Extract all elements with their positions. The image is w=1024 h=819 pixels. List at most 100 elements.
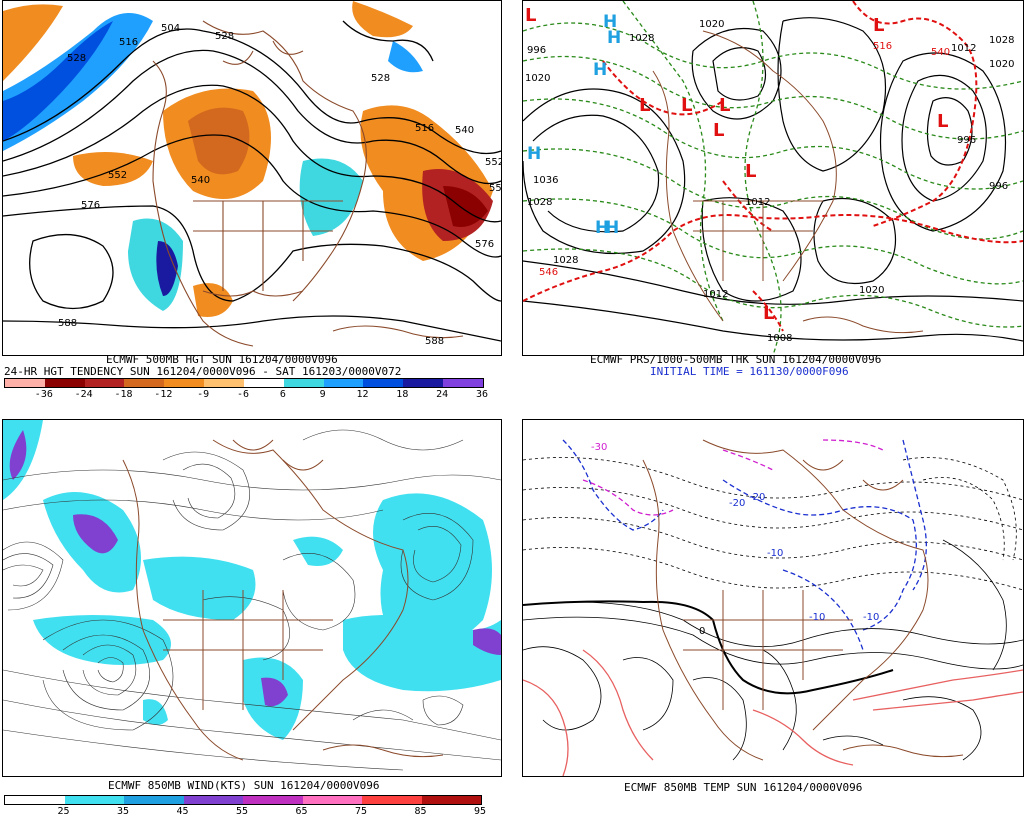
colorbar-swatch: [64, 796, 124, 804]
contour-label: 0: [699, 626, 705, 637]
panel-2-caption-line2: INITIAL TIME = 161130/0000F096: [650, 365, 849, 378]
wind-speed-area: [9, 430, 27, 480]
map-500mb-height: 504 516 528 528 540 552 576 588 516 540 …: [3, 1, 501, 347]
colorbar-swatch: [421, 796, 481, 804]
contour-label: 552: [108, 170, 127, 181]
contour-label: 1012: [745, 197, 770, 208]
contour-label: 576: [475, 239, 494, 250]
wind-speed-area: [143, 699, 168, 725]
contour-label: 1012: [951, 43, 976, 54]
high-pressure-marker: H: [605, 218, 619, 238]
contour-label: 540: [455, 125, 474, 136]
contour-label: 55: [489, 183, 501, 194]
contour-label: 552: [485, 157, 501, 168]
contour-label: -30: [591, 442, 607, 453]
contour-label: -10: [809, 612, 825, 623]
map-850mb-wind: [3, 420, 501, 771]
contour-label: 516: [873, 41, 892, 52]
colorbar-tick-label: 24: [436, 389, 449, 400]
panel-3-caption-line1: ECMWF 850MB WIND(KTS) SUN 161204/0000V09…: [108, 779, 380, 792]
colorbar-swatch: [84, 379, 125, 387]
contour-label: 528: [371, 73, 390, 84]
low-pressure-marker: L: [937, 111, 948, 132]
high-pressure-marker: H: [603, 12, 617, 32]
wind-speed-area: [293, 536, 343, 566]
wind-speed-shading: [3, 420, 501, 740]
panel-1-caption-line1: ECMWF 500MB HGT SUN 161204/0000V096: [106, 353, 338, 366]
tendency-negative-area: [352, 1, 413, 38]
colorbar-tick-label: 55: [235, 806, 249, 817]
low-pressure-marker: L: [763, 303, 774, 324]
contour-label: 588: [58, 318, 77, 329]
isobar-labels: 1020 1028 1036 1028 1028 1012 996 1020 1…: [525, 19, 1014, 344]
colorbar-swatch: [243, 379, 284, 387]
panel-850mb-temp: -30 -20 -20 -10 -10 -10 0: [522, 419, 1024, 777]
tendency-colorbar-ticks: -36 -24 -18 -12 -9 -6 6 9 12 18 24 36: [4, 389, 488, 401]
tendency-negative-area: [193, 283, 233, 317]
colorbar-tick-label: 18: [396, 389, 409, 400]
colorbar-swatch: [362, 796, 422, 804]
map-850mb-temp: -30 -20 -20 -10 -10 -10 0: [523, 439, 1023, 776]
coastlines-borders: [122, 439, 444, 761]
colorbar-tick-label: 95: [473, 806, 487, 817]
colorbar-tick-label: -9: [197, 389, 210, 400]
tendency-positive-area: [3, 13, 153, 151]
tendency-colorbar: [4, 378, 484, 388]
colorbar-swatch: [164, 379, 205, 387]
low-pressure-marker: L: [525, 5, 536, 26]
colorbar-swatch: [5, 379, 45, 387]
panel-500mb-height: 504 516 528 528 540 552 576 588 516 540 …: [2, 0, 502, 356]
low-pressure-marker: L: [745, 161, 756, 182]
high-pressure-marker: H: [607, 28, 621, 48]
colorbar-tick-label: -12: [154, 389, 173, 400]
colorbar-tick-label: 35: [116, 806, 130, 817]
wind-speed-area: [343, 615, 501, 692]
contour-label: -20: [749, 492, 765, 503]
low-pressure-marker: L: [873, 15, 884, 36]
cold-threshold-isotherms: [562, 439, 927, 651]
coastlines-borders: [652, 30, 924, 334]
contour-label: 1020: [699, 19, 724, 30]
high-pressure-marker: H: [527, 144, 541, 164]
coastlines-borders: [642, 439, 964, 761]
contour-label: 1020: [525, 73, 550, 84]
wind-speed-colorbar-ticks: 25 35 45 55 65 75 85 95: [4, 806, 486, 818]
wind-speed-area: [143, 556, 256, 620]
colorbar-swatch: [363, 379, 404, 387]
colorbar-tick-label: 25: [57, 806, 70, 817]
contour-label: -10: [863, 612, 879, 623]
contour-label: 588: [425, 336, 444, 347]
tendency-negative-area: [188, 107, 250, 175]
height-contours: [3, 20, 501, 342]
height-contour-labels: 504 516 528 528 540 552 576 588 516 540 …: [58, 23, 501, 347]
contour-label: 1012: [703, 289, 728, 300]
colorbar-tick-label: 6: [279, 389, 286, 400]
low-pressure-marker: L: [639, 95, 650, 116]
colorbar-tick-label: 45: [176, 806, 189, 817]
contour-label: 516: [415, 123, 434, 134]
contour-label: 540: [931, 47, 950, 58]
colorbar-swatch: [443, 379, 483, 387]
colorbar-tick-label: 12: [356, 389, 369, 400]
isotherm-labels: -30 -20 -20 -10 -10 -10 0: [591, 442, 879, 637]
high-pressure-marker: H: [595, 218, 609, 238]
colorbar-swatch: [5, 796, 65, 804]
low-pressure-marker: L: [713, 120, 724, 141]
colorbar-swatch: [44, 379, 85, 387]
colorbar-swatch: [204, 379, 244, 387]
contour-label: 1020: [989, 59, 1014, 70]
coastlines-borders: [152, 20, 464, 347]
colorbar-tick-label: 85: [414, 806, 427, 817]
isobars: [523, 17, 1023, 342]
colorbar-swatch: [302, 796, 362, 804]
contour-label: 1028: [989, 35, 1014, 46]
colorbar-tick-label: 9: [319, 389, 326, 400]
contour-label: 528: [67, 53, 86, 64]
coldest-isotherms: [582, 439, 884, 516]
colorbar-swatch: [183, 796, 243, 804]
wind-speed-area: [473, 628, 501, 655]
tendency-positive-area: [388, 41, 423, 73]
colorbar-tick-label: 75: [354, 806, 368, 817]
pressure-centers: H H H H H H L L L L L L L L L: [525, 5, 948, 324]
height-tendency-shading: [3, 1, 493, 317]
